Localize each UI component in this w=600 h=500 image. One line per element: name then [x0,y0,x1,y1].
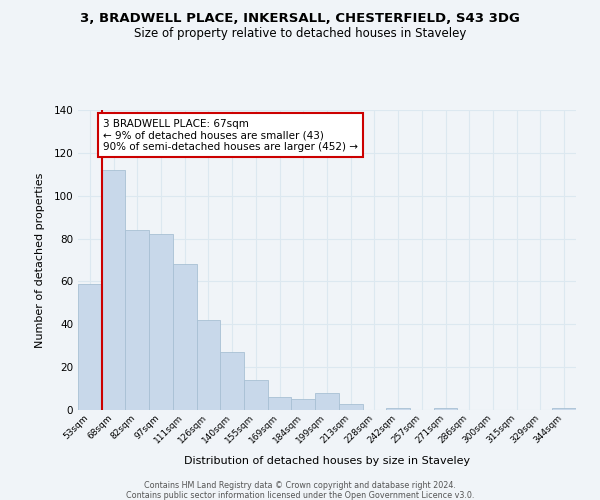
Y-axis label: Number of detached properties: Number of detached properties [35,172,45,348]
Bar [386,408,410,410]
Bar [292,400,315,410]
Bar [434,408,457,410]
X-axis label: Distribution of detached houses by size in Staveley: Distribution of detached houses by size … [184,456,470,466]
Text: Contains public sector information licensed under the Open Government Licence v3: Contains public sector information licen… [126,491,474,500]
Bar [173,264,197,410]
Bar [268,397,292,410]
Bar [149,234,173,410]
Bar [78,284,102,410]
Bar [339,404,362,410]
Bar [244,380,268,410]
Bar [552,408,576,410]
Text: 3 BRADWELL PLACE: 67sqm
← 9% of detached houses are smaller (43)
90% of semi-det: 3 BRADWELL PLACE: 67sqm ← 9% of detached… [103,118,358,152]
Bar [125,230,149,410]
Bar [315,393,339,410]
Bar [102,170,125,410]
Text: 3, BRADWELL PLACE, INKERSALL, CHESTERFIELD, S43 3DG: 3, BRADWELL PLACE, INKERSALL, CHESTERFIE… [80,12,520,26]
Text: Contains HM Land Registry data © Crown copyright and database right 2024.: Contains HM Land Registry data © Crown c… [144,481,456,490]
Text: Size of property relative to detached houses in Staveley: Size of property relative to detached ho… [134,28,466,40]
Bar [220,352,244,410]
Bar [197,320,220,410]
